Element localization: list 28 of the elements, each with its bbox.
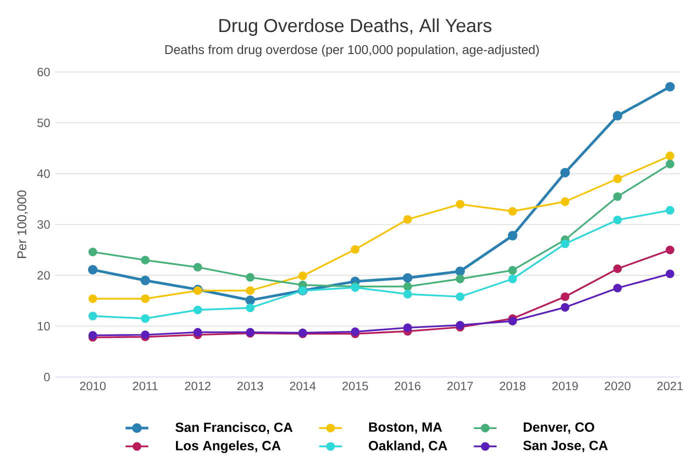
x-tick-label: 2010 <box>80 382 106 390</box>
legend-label: Boston, MA <box>369 422 442 434</box>
legend-label: Denver, CO <box>524 422 594 434</box>
x-tick-label: 2014 <box>290 382 316 390</box>
y-tick-label: 30 <box>37 220 50 229</box>
x-tick-label: 2018 <box>500 382 526 390</box>
x-tick-label: 2016 <box>394 382 420 390</box>
x-tick-label: 2013 <box>237 382 264 390</box>
x-tick-label: 2021 <box>657 382 683 390</box>
x-tick-label: 2012 <box>184 382 210 390</box>
legend-label: San Francisco, CA <box>175 422 293 434</box>
y-tick-label: 40 <box>37 169 50 178</box>
x-tick-label: 2019 <box>552 382 578 390</box>
y-tick-label: 50 <box>37 118 50 128</box>
legend-label: Oakland, CA <box>368 440 448 452</box>
x-tick-label: 2017 <box>447 382 473 390</box>
y-tick-label: 20 <box>38 271 50 280</box>
chart-title: Drug Overdose Deaths, All Years <box>219 18 492 36</box>
x-tick-label: 2015 <box>342 382 368 390</box>
y-tick-label: 10 <box>38 322 50 330</box>
chart-subtitle: Deaths from drug overdose (per 100,000 population, age-adjusted) <box>165 44 539 57</box>
legend-label: Los Angeles, CA <box>176 440 281 454</box>
y-tick-label: 60 <box>38 68 50 76</box>
y-tick-label: 0 <box>44 372 50 382</box>
x-tick-label: 2020 <box>604 382 630 390</box>
x-tick-label: 2011 <box>132 382 158 390</box>
y-axis-title: Per 100,000 <box>17 190 28 258</box>
legend-label: San Jose, CA <box>523 440 608 452</box>
